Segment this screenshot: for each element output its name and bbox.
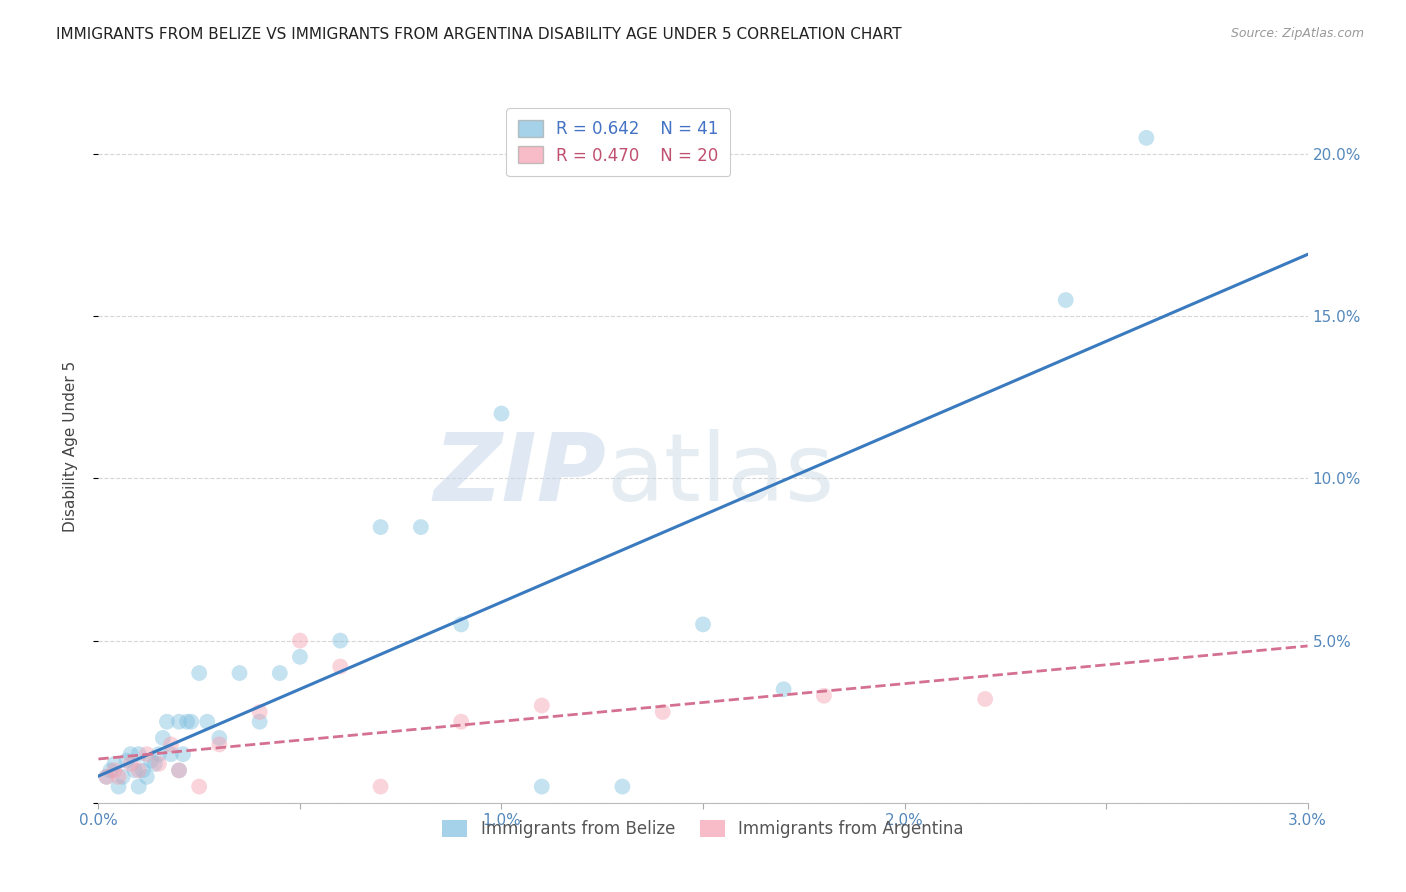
Point [208, 738, 231, 752]
Point [176, 714, 198, 729]
Text: ZIP: ZIP [433, 428, 606, 521]
Point [120, 747, 142, 761]
Point [148, 747, 170, 761]
Point [167, 764, 190, 778]
Text: atlas: atlas [606, 428, 835, 521]
Point [228, 666, 250, 681]
Point [195, 714, 218, 729]
Point [288, 633, 311, 648]
Point [1135, 131, 1157, 145]
Point [156, 714, 179, 729]
Point [120, 756, 142, 771]
Point [370, 520, 392, 534]
Point [103, 756, 125, 771]
Point [530, 780, 553, 794]
Point [107, 780, 129, 794]
Legend: Immigrants from Belize, Immigrants from Argentina: Immigrants from Belize, Immigrants from … [436, 813, 970, 845]
Point [128, 780, 150, 794]
Point [148, 756, 170, 771]
Point [974, 692, 997, 706]
Point [160, 747, 183, 761]
Point [288, 649, 311, 664]
Point [269, 666, 291, 681]
Point [188, 666, 211, 681]
Point [139, 754, 162, 768]
Point [96, 770, 118, 784]
Point [143, 756, 166, 771]
Point [188, 780, 211, 794]
Point [160, 738, 183, 752]
Text: Source: ZipAtlas.com: Source: ZipAtlas.com [1230, 27, 1364, 40]
Point [249, 705, 271, 719]
Y-axis label: Disability Age Under 5: Disability Age Under 5 [63, 360, 77, 532]
Point [132, 764, 155, 778]
Point [208, 731, 231, 745]
Point [692, 617, 714, 632]
Point [135, 747, 157, 761]
Point [612, 780, 634, 794]
Point [813, 689, 835, 703]
Point [491, 407, 513, 421]
Point [100, 764, 122, 778]
Point [167, 714, 190, 729]
Point [329, 659, 352, 673]
Point [96, 770, 118, 784]
Point [1054, 293, 1077, 307]
Point [107, 770, 129, 784]
Point [651, 705, 673, 719]
Point [167, 764, 190, 778]
Point [124, 764, 146, 778]
Point [249, 714, 271, 729]
Text: IMMIGRANTS FROM BELIZE VS IMMIGRANTS FROM ARGENTINA DISABILITY AGE UNDER 5 CORRE: IMMIGRANTS FROM BELIZE VS IMMIGRANTS FRO… [56, 27, 901, 42]
Point [152, 731, 174, 745]
Point [180, 714, 202, 729]
Point [103, 764, 125, 778]
Point [128, 764, 150, 778]
Point [450, 617, 472, 632]
Point [128, 747, 150, 761]
Point [530, 698, 553, 713]
Point [115, 754, 138, 768]
Point [409, 520, 432, 534]
Point [172, 747, 194, 761]
Point [450, 714, 472, 729]
Point [111, 770, 134, 784]
Point [772, 682, 794, 697]
Point [370, 780, 392, 794]
Point [135, 770, 157, 784]
Point [329, 633, 352, 648]
